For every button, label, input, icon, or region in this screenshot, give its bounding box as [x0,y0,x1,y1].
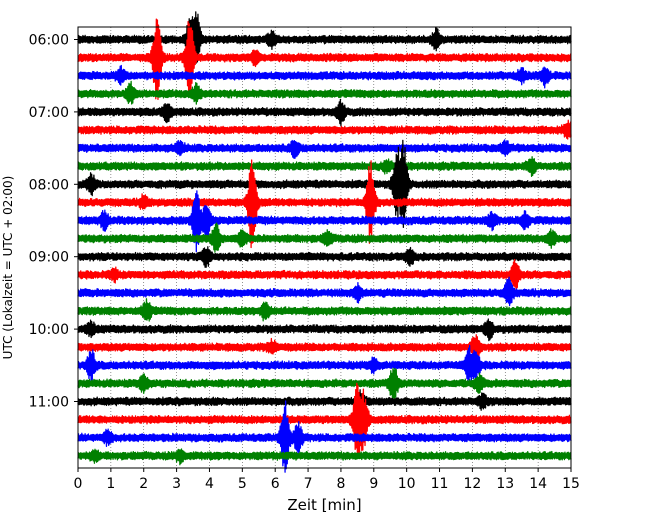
x-tick-label: 5 [238,476,247,492]
y-tick-label: 11:00 [29,395,69,411]
y-tick-label: 06:00 [29,33,69,49]
y-axis-label: UTC (Lokalzeit = UTC + 02:00) [1,176,15,360]
y-tick-label: 07:00 [29,105,69,121]
trace-0745 [77,156,572,178]
x-axis-label: Zeit [min] [287,496,361,514]
trace-1030 [77,344,572,383]
x-tick-label: 7 [304,476,313,492]
x-tick-label: 3 [172,476,181,492]
trace-0930 [77,276,572,307]
x-tick-label: 15 [562,476,580,492]
x-tick-label: 13 [496,476,514,492]
traces [77,11,572,473]
trace-0915 [77,258,572,290]
trace-0800 [77,139,572,228]
y-tick-label: 09:00 [29,250,69,266]
trace-1115 [77,382,572,455]
trace-0900 [77,246,572,268]
trace-0630 [77,64,572,89]
trace-1145 [77,448,572,466]
trace-0830 [77,190,572,253]
y-axis: 06:00 07:00 08:00 09:00 10:00 11:00 [29,33,78,411]
x-tick-label: 14 [529,476,547,492]
y-tick-label: 08:00 [29,177,69,193]
x-axis: 0 1 2 3 4 5 6 7 8 9 10 11 12 13 14 15 [74,468,580,492]
x-tick-label: 10 [398,476,416,492]
trace-1045 [77,367,572,403]
x-tick-label: 8 [336,476,345,492]
trace-0845 [77,222,572,253]
x-tick-label: 1 [106,476,115,492]
trace-1130 [77,400,572,473]
x-tick-label: 0 [74,476,83,492]
x-tick-label: 12 [463,476,481,492]
x-tick-label: 11 [431,476,449,492]
x-tick-label: 2 [139,476,148,492]
x-tick-label: 9 [369,476,378,492]
plot-background [78,27,571,468]
trace-1000 [77,318,572,342]
x-tick-label: 4 [205,476,214,492]
x-tick-label: 6 [271,476,280,492]
trace-1100 [77,389,572,414]
trace-0815 [77,159,572,249]
y-tick-label: 10:00 [29,322,69,338]
trace-0700 [77,98,572,127]
trace-0645 [77,80,572,105]
trace-0715 [77,119,572,140]
trace-1015 [77,334,572,363]
trace-0730 [77,139,572,160]
trace-0945 [77,298,572,322]
plot-frame [77,26,572,469]
